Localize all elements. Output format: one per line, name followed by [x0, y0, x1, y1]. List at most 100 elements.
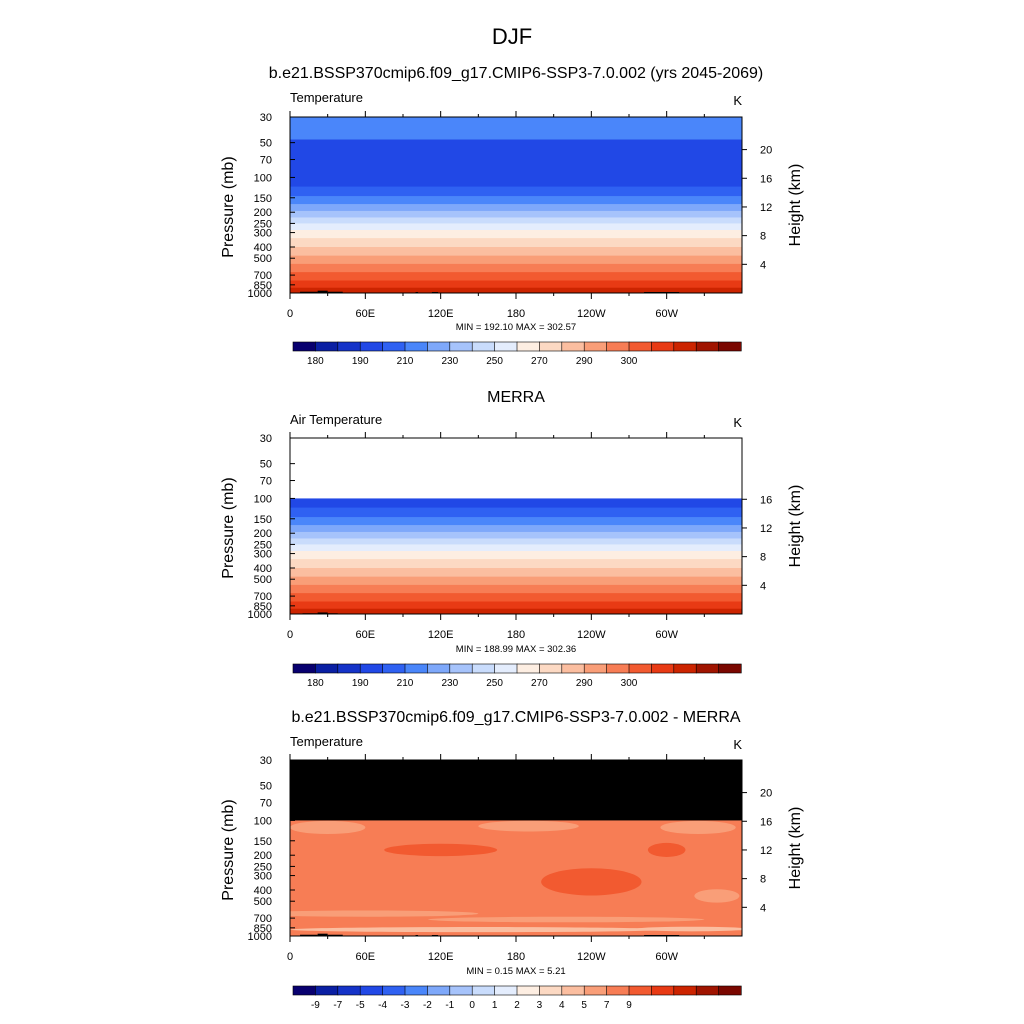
contour-band-14 [290, 280, 742, 289]
colorbar-label-1: -7 [333, 1000, 342, 1011]
terrain-1 [317, 290, 328, 293]
terrain-3 [415, 934, 419, 936]
x-tick-label-0: 0 [287, 308, 293, 320]
contour-patch-4 [541, 868, 642, 896]
y-tick-label-50: 50 [260, 781, 272, 793]
y-tick-label-100: 100 [254, 172, 272, 184]
y-tick-label-200: 200 [254, 207, 272, 219]
colorbar-box-15 [628, 341, 653, 352]
contour-patch-1 [478, 820, 579, 832]
y-tick-label-250: 250 [254, 539, 272, 551]
panel-title: b.e21.BSSP370cmip6.f09_g17.CMIP6-SSP3-7.… [269, 65, 764, 82]
y-tick-label-500: 500 [254, 574, 272, 586]
stats-text: MIN = 0.15 MAX = 5.21 [466, 966, 565, 977]
colorbar-box-8 [471, 341, 496, 352]
colorbar-box-18 [695, 341, 720, 352]
y-tick-label-700: 700 [254, 270, 272, 282]
contour-band-8 [290, 229, 742, 239]
terrain-4 [431, 291, 439, 293]
colorbar-box-0 [292, 663, 317, 674]
y-tick-label-100: 100 [254, 493, 272, 505]
colorbar-label-5: 270 [531, 678, 548, 689]
y2-tick-label-20: 20 [760, 145, 772, 157]
y-tick-label-400: 400 [254, 563, 272, 575]
colorbar-box-16 [651, 341, 675, 352]
colorbar-box-5 [404, 985, 429, 996]
colorbar-box-1 [315, 341, 339, 352]
colorbar-box-12 [561, 341, 585, 352]
colorbar-box-4 [382, 341, 406, 352]
units-label: K [733, 737, 742, 752]
y-tick-label-500: 500 [254, 253, 272, 265]
y-tick-label-300: 300 [254, 549, 272, 561]
terrain-1 [317, 612, 328, 614]
contour-band-4 [290, 204, 742, 212]
x-tick-label-5: 60W [655, 629, 678, 641]
contour-band-1 [290, 507, 742, 518]
y-axis-title: Pressure (mb) [220, 477, 237, 578]
plot-area [290, 498, 742, 614]
colorbar-box-15 [628, 663, 653, 674]
contour-band-11 [290, 255, 742, 265]
left-string: Air Temperature [290, 412, 382, 427]
colorbar-label-0: -9 [311, 1000, 320, 1011]
panel-3: b.e21.BSSP370cmip6.f09_g17.CMIP6-SSP3-7.… [220, 709, 804, 1011]
colorbar-box-10 [516, 341, 541, 352]
y-tick-label-400: 400 [254, 885, 272, 897]
colorbar-box-17 [673, 341, 697, 352]
contour-band-11 [290, 584, 742, 594]
y2-tick-label-16: 16 [760, 816, 772, 828]
y-tick-label-700: 700 [254, 913, 272, 925]
terrain-2 [327, 291, 343, 293]
colorbar-box-8 [471, 985, 496, 996]
plot-area [290, 760, 742, 936]
y-tick-label-400: 400 [254, 242, 272, 254]
colorbar-box-9 [494, 663, 518, 674]
y2-axis-title: Height (km) [787, 807, 804, 890]
contour-band-15 [290, 287, 742, 293]
x-tick-label-4: 120W [577, 629, 606, 641]
y2-tick-label-8: 8 [760, 874, 766, 886]
terrain-0 [300, 934, 318, 936]
y-tick-label-70: 70 [260, 476, 272, 488]
contour-patch-9 [290, 927, 667, 933]
colorbar-box-19 [718, 663, 742, 674]
colorbar-label-6: 290 [576, 356, 593, 367]
colorbar-label-6: -1 [445, 1000, 454, 1011]
colorbar-label-2: 210 [397, 356, 414, 367]
colorbar-box-14 [606, 341, 630, 352]
x-tick-label-1: 60E [356, 951, 376, 963]
y-axis-title: Pressure (mb) [220, 156, 237, 257]
colorbar-box-14 [606, 663, 630, 674]
x-tick-label-5: 60W [655, 308, 678, 320]
y2-axis-title: Height (km) [787, 164, 804, 247]
contour-patch-3 [384, 843, 498, 857]
colorbar-box-2 [337, 663, 361, 674]
colorbar-label-0: 180 [307, 678, 324, 689]
contour-band-0 [290, 498, 742, 509]
colorbar-box-16 [651, 663, 675, 674]
colorbar-label-4: 250 [486, 356, 503, 367]
colorbar-box-11 [539, 341, 563, 352]
x-tick-label-2: 120E [428, 629, 454, 641]
x-tick-label-5: 60W [655, 951, 678, 963]
colorbar-label-12: 5 [581, 1000, 587, 1011]
y-tick-label-150: 150 [254, 514, 272, 526]
y-tick-label-300: 300 [254, 871, 272, 883]
y2-tick-label-8: 8 [760, 231, 766, 243]
colorbar-box-12 [561, 985, 585, 996]
colorbar-box-7 [449, 663, 473, 674]
y2-axis-title: Height (km) [787, 485, 804, 568]
plot-area [290, 117, 742, 293]
y2-tick-label-16: 16 [760, 173, 772, 185]
colorbar-box-7 [449, 341, 473, 352]
colorbar-box-9 [494, 985, 518, 996]
colorbar-box-19 [718, 985, 742, 996]
contour-patch-0 [290, 820, 366, 835]
contour-band-7 [290, 550, 742, 560]
colorbar-box-13 [583, 663, 608, 674]
colorbar-box-1 [315, 985, 339, 996]
contour-band-10 [290, 247, 742, 257]
colorbar-label-2: -5 [356, 1000, 365, 1011]
colorbar-box-2 [337, 341, 361, 352]
